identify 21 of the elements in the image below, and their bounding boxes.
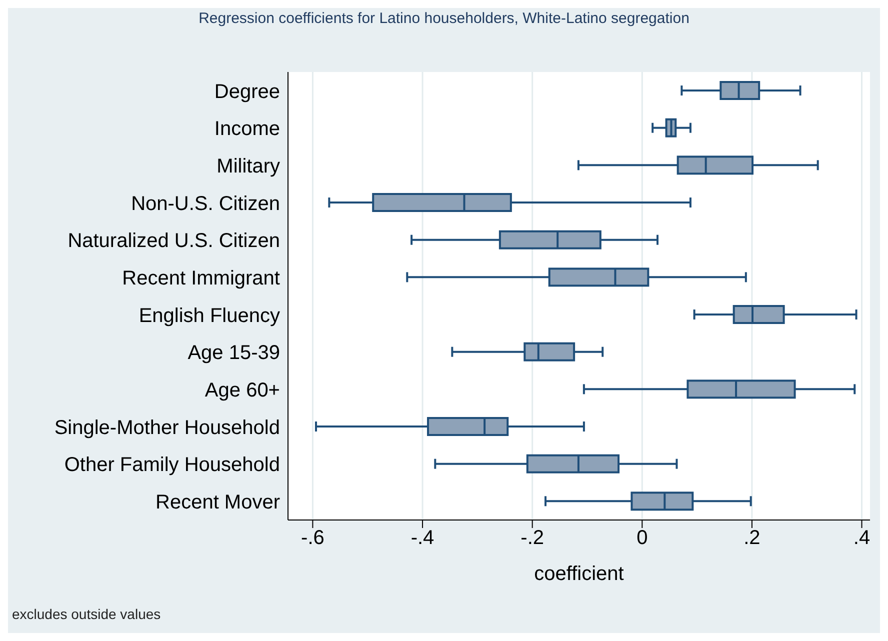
y-tick-label: Recent Mover [156, 491, 280, 514]
y-tick-label: Other Family Household [64, 454, 280, 476]
y-tick-label: Military [216, 155, 280, 178]
x-tick-label: .2 [744, 527, 760, 550]
y-tick-label: English Fluency [138, 304, 280, 327]
y-tick-label: Recent Immigrant [122, 267, 280, 290]
y-tick-label: Age 60+ [204, 379, 280, 402]
y-tick-label: Single-Mother Household [54, 416, 280, 439]
x-tick-label: .4 [853, 527, 870, 550]
x-axis-title: coefficient [534, 563, 624, 585]
y-tick-label: Income [214, 118, 280, 140]
y-tick-label: Age 15-39 [188, 342, 280, 364]
x-tick-label: -.6 [301, 527, 324, 550]
y-tick-label: Degree [214, 80, 280, 103]
x-tick-label: -.4 [410, 527, 434, 550]
y-tick-label: Non-U.S. Citizen [131, 192, 280, 215]
x-tick-label: 0 [636, 527, 648, 550]
text: excludes outside values [12, 606, 161, 622]
chart-title: Regression coefficients for Latino householders, White-Latino segregation [198, 9, 690, 29]
x-tick-label: -.2 [520, 527, 544, 550]
y-tick-label: Naturalized U.S. Citizen [68, 230, 280, 252]
